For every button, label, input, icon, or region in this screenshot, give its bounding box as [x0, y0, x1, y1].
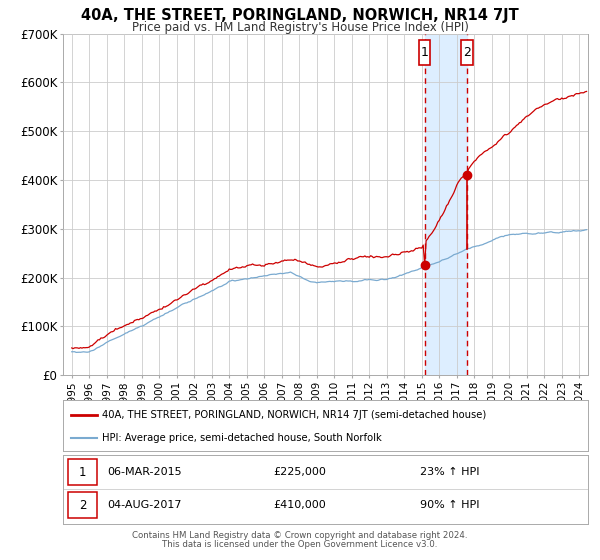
Bar [425, 34, 467, 375]
Text: £410,000: £410,000 [273, 500, 326, 510]
FancyBboxPatch shape [419, 40, 430, 66]
Text: This data is licensed under the Open Government Licence v3.0.: This data is licensed under the Open Gov… [163, 540, 437, 549]
Text: Price paid vs. HM Land Registry's House Price Index (HPI): Price paid vs. HM Land Registry's House … [131, 21, 469, 34]
Text: HPI: Average price, semi-detached house, South Norfolk: HPI: Average price, semi-detached house,… [103, 433, 382, 443]
Text: 90% ↑ HPI: 90% ↑ HPI [420, 500, 479, 510]
Text: Contains HM Land Registry data © Crown copyright and database right 2024.: Contains HM Land Registry data © Crown c… [132, 531, 468, 540]
Text: 04-AUG-2017: 04-AUG-2017 [107, 500, 182, 510]
Text: 1: 1 [79, 466, 86, 479]
FancyBboxPatch shape [68, 459, 97, 486]
Text: 40A, THE STREET, PORINGLAND, NORWICH, NR14 7JT: 40A, THE STREET, PORINGLAND, NORWICH, NR… [81, 8, 519, 24]
Text: 06-MAR-2015: 06-MAR-2015 [107, 468, 182, 477]
FancyBboxPatch shape [68, 492, 97, 518]
FancyBboxPatch shape [461, 40, 473, 66]
Text: 1: 1 [421, 46, 428, 59]
Text: £225,000: £225,000 [273, 468, 326, 477]
Text: 40A, THE STREET, PORINGLAND, NORWICH, NR14 7JT (semi-detached house): 40A, THE STREET, PORINGLAND, NORWICH, NR… [103, 409, 487, 419]
Text: 2: 2 [463, 46, 471, 59]
Text: 23% ↑ HPI: 23% ↑ HPI [420, 468, 479, 477]
Text: 2: 2 [79, 498, 86, 512]
